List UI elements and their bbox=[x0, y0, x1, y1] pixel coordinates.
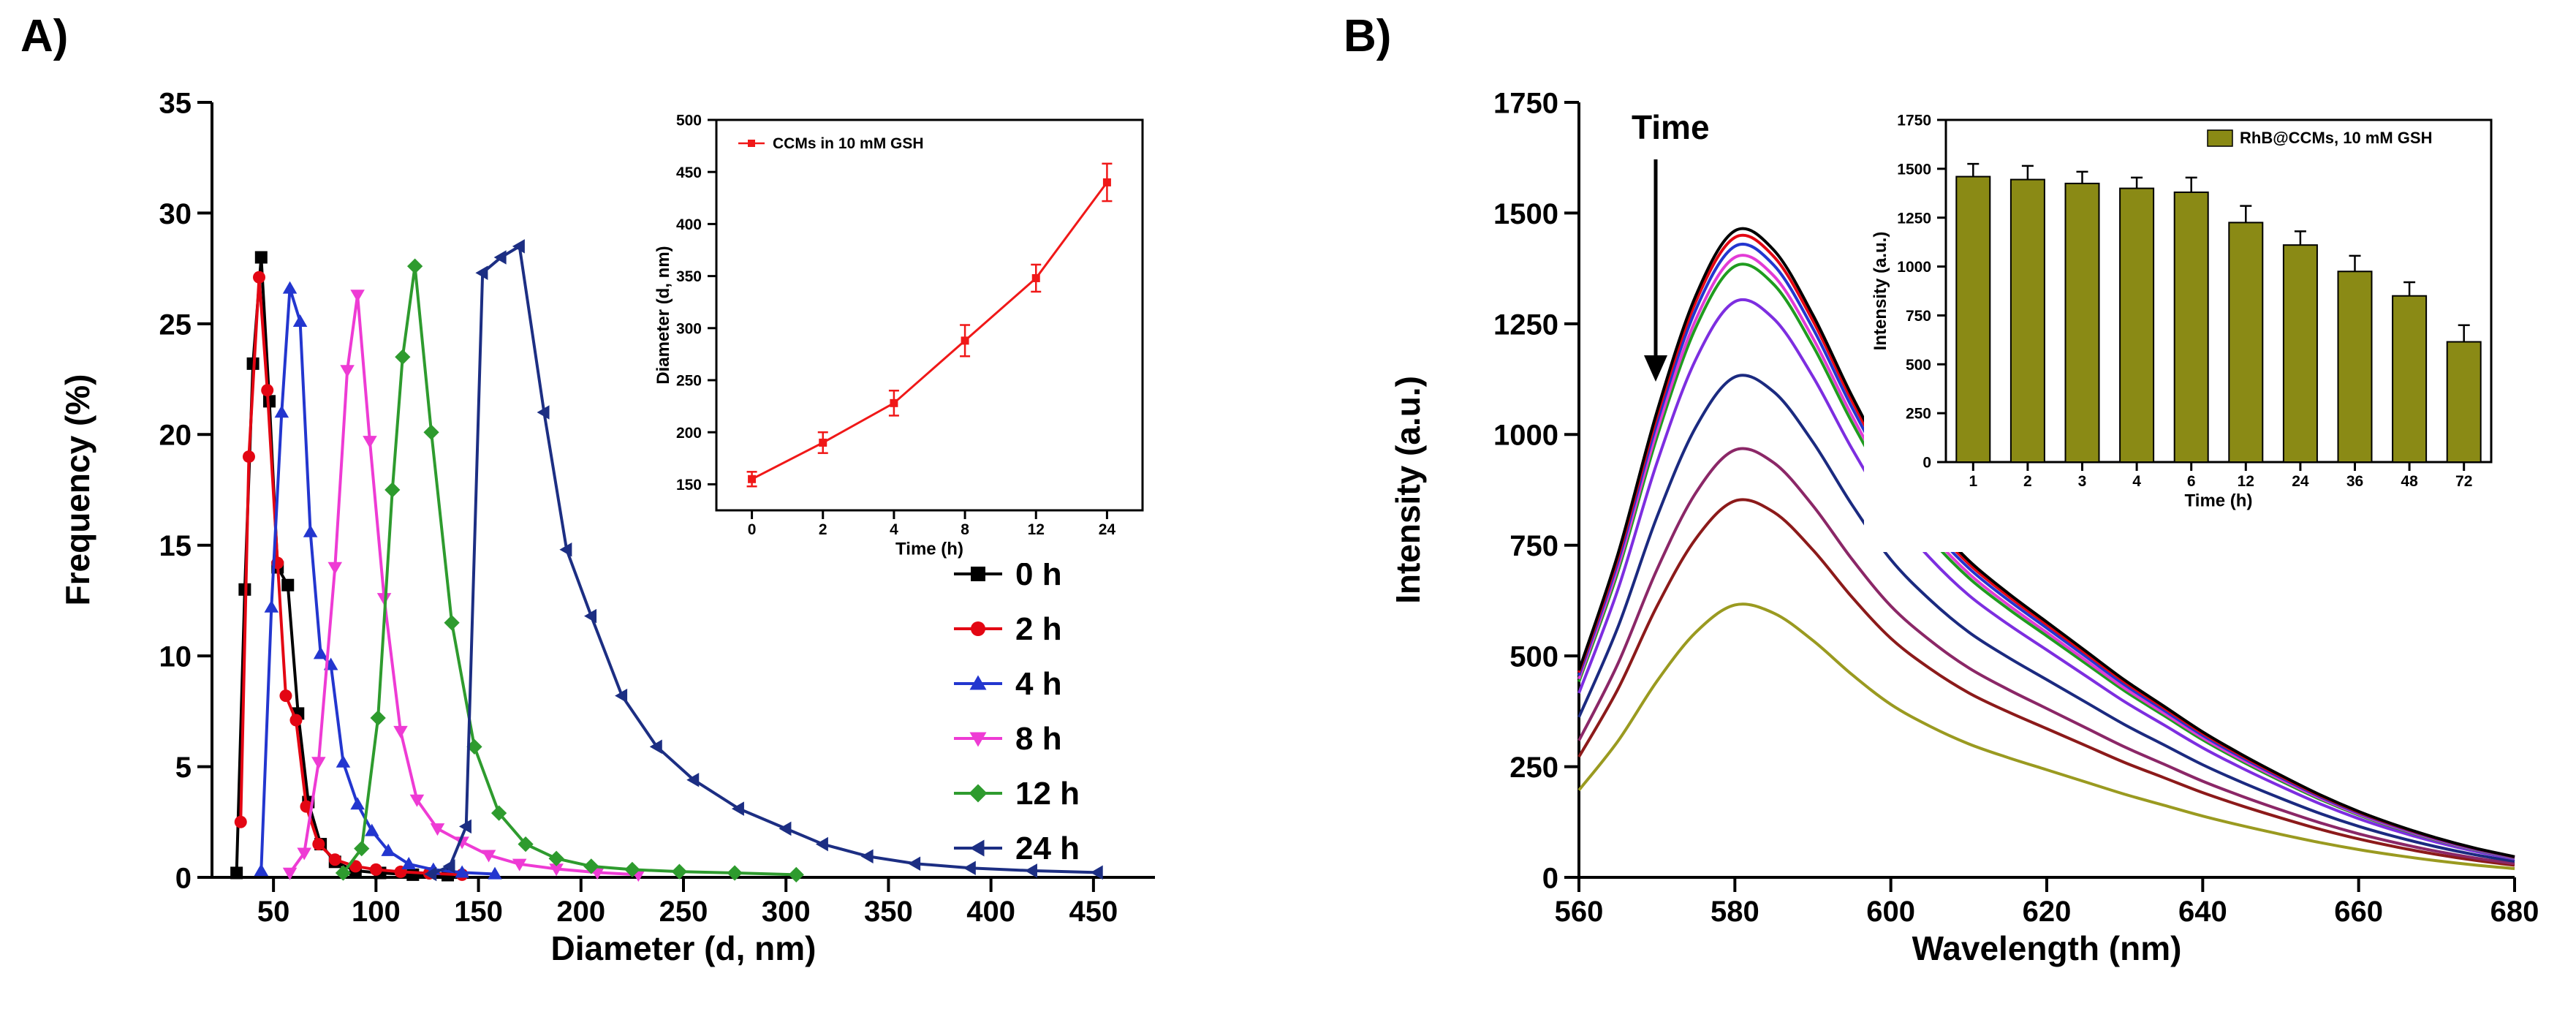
svg-text:6: 6 bbox=[2187, 473, 2196, 490]
svg-text:20: 20 bbox=[159, 420, 192, 452]
svg-text:2 h: 2 h bbox=[1015, 611, 1062, 647]
svg-text:660: 660 bbox=[2334, 896, 2383, 928]
svg-text:36: 36 bbox=[2346, 473, 2363, 490]
svg-text:2: 2 bbox=[819, 521, 827, 538]
svg-text:12: 12 bbox=[1028, 521, 1045, 538]
svg-text:150: 150 bbox=[676, 477, 702, 494]
svg-text:1750: 1750 bbox=[1493, 87, 1558, 119]
svg-text:100: 100 bbox=[352, 896, 401, 928]
svg-text:0: 0 bbox=[1922, 455, 1931, 472]
svg-text:10: 10 bbox=[159, 641, 192, 673]
svg-text:15: 15 bbox=[159, 530, 192, 562]
svg-text:Time: Time bbox=[1632, 108, 1710, 146]
svg-text:250: 250 bbox=[659, 896, 708, 928]
svg-text:300: 300 bbox=[676, 320, 702, 337]
svg-text:25: 25 bbox=[159, 309, 192, 341]
svg-text:Diameter (d, nm): Diameter (d, nm) bbox=[654, 246, 673, 384]
svg-text:450: 450 bbox=[676, 165, 702, 181]
svg-text:200: 200 bbox=[676, 425, 702, 442]
svg-text:250: 250 bbox=[1906, 406, 1931, 423]
svg-text:1500: 1500 bbox=[1493, 198, 1558, 230]
svg-text:680: 680 bbox=[2490, 896, 2539, 928]
svg-text:35: 35 bbox=[159, 87, 192, 119]
svg-text:1000: 1000 bbox=[1493, 420, 1558, 452]
panel-a-label: A) bbox=[20, 11, 69, 61]
chart-b-fluorescence-spectra: 560 580 600 620 640 660 6800250500750100012501… bbox=[1389, 87, 2539, 967]
svg-text:Time (h): Time (h) bbox=[895, 540, 963, 559]
svg-text:500: 500 bbox=[676, 113, 702, 129]
svg-text:12: 12 bbox=[2238, 473, 2254, 490]
svg-text:24: 24 bbox=[2292, 473, 2309, 490]
svg-text:350: 350 bbox=[864, 896, 913, 928]
svg-text:50: 50 bbox=[257, 896, 290, 928]
svg-text:500: 500 bbox=[1509, 641, 1558, 673]
svg-text:1250: 1250 bbox=[1493, 309, 1558, 341]
svg-text:0: 0 bbox=[175, 862, 192, 894]
svg-text:400: 400 bbox=[676, 216, 702, 233]
svg-text:Diameter (d, nm): Diameter (d, nm) bbox=[551, 929, 817, 967]
svg-text:72: 72 bbox=[2455, 473, 2472, 490]
svg-text:48: 48 bbox=[2401, 473, 2418, 490]
svg-text:0: 0 bbox=[748, 521, 757, 538]
svg-text:500: 500 bbox=[1906, 357, 1931, 374]
svg-text:350: 350 bbox=[676, 268, 702, 285]
chart-b-inset-intensity-bars: 1 2 3 4 6 12 24 36 48 720250500750100012501500175… bbox=[1864, 110, 2504, 552]
svg-text:400: 400 bbox=[966, 896, 1015, 928]
svg-text:0: 0 bbox=[1542, 862, 1558, 894]
svg-text:1: 1 bbox=[1969, 473, 1977, 490]
svg-text:250: 250 bbox=[676, 373, 702, 390]
svg-text:Intensity (a.u.): Intensity (a.u.) bbox=[1871, 232, 1890, 351]
svg-text:8 h: 8 h bbox=[1015, 721, 1062, 757]
svg-text:580: 580 bbox=[1711, 896, 1759, 928]
svg-text:RhB@CCMs, 10 mM GSH: RhB@CCMs, 10 mM GSH bbox=[2240, 129, 2432, 147]
svg-text:1750: 1750 bbox=[1897, 113, 1931, 129]
svg-text:3: 3 bbox=[2078, 473, 2087, 490]
svg-text:24: 24 bbox=[1099, 521, 1116, 538]
svg-text:1000: 1000 bbox=[1897, 259, 1931, 276]
svg-text:560: 560 bbox=[1555, 896, 1604, 928]
svg-text:1500: 1500 bbox=[1897, 161, 1931, 178]
svg-text:620: 620 bbox=[2023, 896, 2072, 928]
svg-text:750: 750 bbox=[1509, 530, 1558, 562]
svg-text:4: 4 bbox=[2132, 473, 2141, 490]
svg-text:Time (h): Time (h) bbox=[2185, 491, 2253, 511]
svg-text:2: 2 bbox=[2023, 473, 2032, 490]
svg-text:30: 30 bbox=[159, 198, 192, 230]
chart-a-size-distribution: 50 100 150 200 250 300 350 400 45005101520253035… bbox=[58, 87, 1155, 967]
svg-text:150: 150 bbox=[454, 896, 503, 928]
svg-text:Frequency (%): Frequency (%) bbox=[58, 374, 96, 606]
svg-text:4 h: 4 h bbox=[1015, 666, 1062, 702]
svg-text:5: 5 bbox=[175, 752, 192, 784]
svg-text:250: 250 bbox=[1509, 752, 1558, 784]
svg-text:24 h: 24 h bbox=[1015, 831, 1080, 866]
svg-text:640: 640 bbox=[2178, 896, 2227, 928]
svg-text:8: 8 bbox=[961, 521, 969, 538]
svg-text:Wavelength (nm): Wavelength (nm) bbox=[1912, 929, 2182, 967]
svg-text:200: 200 bbox=[556, 896, 605, 928]
svg-text:1250: 1250 bbox=[1897, 210, 1931, 227]
svg-text:4: 4 bbox=[890, 521, 898, 538]
svg-text:450: 450 bbox=[1069, 896, 1118, 928]
svg-text:600: 600 bbox=[1866, 896, 1915, 928]
panel-b-label: B) bbox=[1344, 11, 1392, 61]
svg-text:300: 300 bbox=[762, 896, 811, 928]
svg-text:750: 750 bbox=[1906, 308, 1931, 325]
svg-text:Intensity (a.u.): Intensity (a.u.) bbox=[1389, 376, 1427, 604]
svg-text:12 h: 12 h bbox=[1015, 776, 1080, 812]
svg-text:CCMs in 10 mM GSH: CCMs in 10 mM GSH bbox=[773, 135, 924, 152]
